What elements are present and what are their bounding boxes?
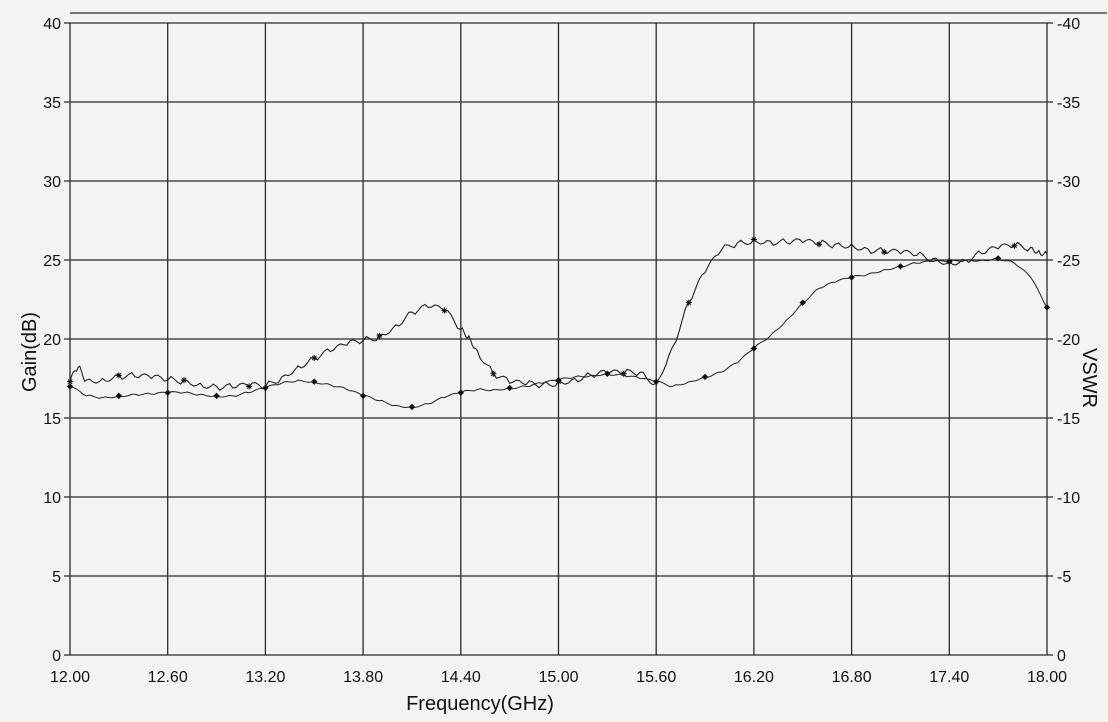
y2-tick-label: -20 bbox=[1057, 332, 1080, 349]
series-line bbox=[69, 238, 1048, 391]
data-point bbox=[66, 383, 74, 390]
y-tick-label: 30 bbox=[43, 174, 61, 191]
data-point bbox=[653, 378, 660, 385]
data-point bbox=[376, 332, 383, 339]
y2-tick-label: 0 bbox=[1057, 648, 1066, 665]
y-tick-label: 5 bbox=[52, 569, 61, 586]
x-tick-label: 17.40 bbox=[929, 669, 969, 686]
data-point bbox=[506, 384, 513, 392]
data-point bbox=[1011, 242, 1018, 249]
data-point bbox=[115, 392, 123, 400]
y-axis-label: Gain(dB) bbox=[19, 312, 41, 392]
y2-tick-label: -10 bbox=[1057, 490, 1080, 507]
x-axis-label: Frequency(GHz) bbox=[406, 693, 554, 715]
y2-tick-label: -30 bbox=[1057, 174, 1080, 191]
x-tick-label: 13.80 bbox=[343, 669, 383, 686]
x-tick-label: 12.00 bbox=[50, 669, 90, 686]
data-point bbox=[799, 299, 806, 306]
data-point bbox=[604, 370, 611, 377]
data-point bbox=[67, 378, 73, 385]
data-point bbox=[946, 258, 953, 265]
x-tick-label: 15.60 bbox=[636, 669, 676, 686]
data-point bbox=[213, 392, 220, 400]
y-tick-label: 15 bbox=[43, 411, 61, 428]
y-tick-label: 0 bbox=[52, 648, 61, 665]
x-tick-label: 13.20 bbox=[245, 669, 285, 686]
y2-axis-label: VSWR bbox=[1078, 348, 1100, 408]
data-point bbox=[262, 384, 269, 392]
data-point bbox=[750, 345, 758, 352]
y-tick-label: 25 bbox=[43, 253, 61, 270]
data-point bbox=[441, 307, 448, 314]
data-point bbox=[457, 389, 464, 396]
y-tick-label: 40 bbox=[43, 16, 61, 33]
data-point bbox=[897, 263, 904, 270]
y2-tick-label: -35 bbox=[1057, 95, 1080, 112]
x-tick-label: 15.00 bbox=[538, 669, 578, 686]
data-point bbox=[881, 249, 888, 256]
data-point bbox=[359, 392, 367, 400]
data-point bbox=[115, 372, 122, 379]
y2-tick-label: -5 bbox=[1057, 569, 1071, 586]
data-point bbox=[180, 377, 187, 384]
data-point bbox=[1043, 304, 1051, 311]
data-point bbox=[311, 378, 318, 385]
data-point bbox=[994, 255, 1002, 262]
x-tick-label: 12.60 bbox=[148, 669, 188, 686]
y2-tick-label: -40 bbox=[1057, 16, 1080, 33]
data-point bbox=[701, 373, 709, 381]
data-point bbox=[311, 354, 318, 361]
x-tick-label: 16.80 bbox=[832, 669, 872, 686]
plot-area bbox=[66, 236, 1051, 411]
data-point bbox=[164, 389, 171, 396]
data-point bbox=[408, 403, 416, 411]
y2-tick-label: -15 bbox=[1057, 411, 1080, 428]
data-point bbox=[246, 383, 253, 390]
grid bbox=[64, 12, 1107, 656]
data-point bbox=[848, 274, 855, 281]
x-tick-label: 18.00 bbox=[1027, 669, 1067, 686]
x-tick-label: 16.20 bbox=[734, 669, 774, 686]
y-tick-label: 20 bbox=[43, 332, 61, 349]
data-point bbox=[685, 299, 692, 306]
data-point bbox=[750, 236, 757, 243]
axis-ticks: 12.00 12.60 13.20 13.80 14.40 15.00 15.60 16.20… bbox=[43, 16, 1080, 686]
data-point bbox=[490, 370, 497, 377]
y2-tick-label: -25 bbox=[1057, 253, 1080, 270]
x-tick-label: 14.40 bbox=[441, 669, 481, 686]
y-tick-label: 35 bbox=[43, 95, 61, 112]
data-point bbox=[620, 370, 627, 377]
data-point bbox=[555, 376, 562, 384]
y-tick-label: 10 bbox=[43, 490, 61, 507]
data-point bbox=[816, 241, 823, 248]
